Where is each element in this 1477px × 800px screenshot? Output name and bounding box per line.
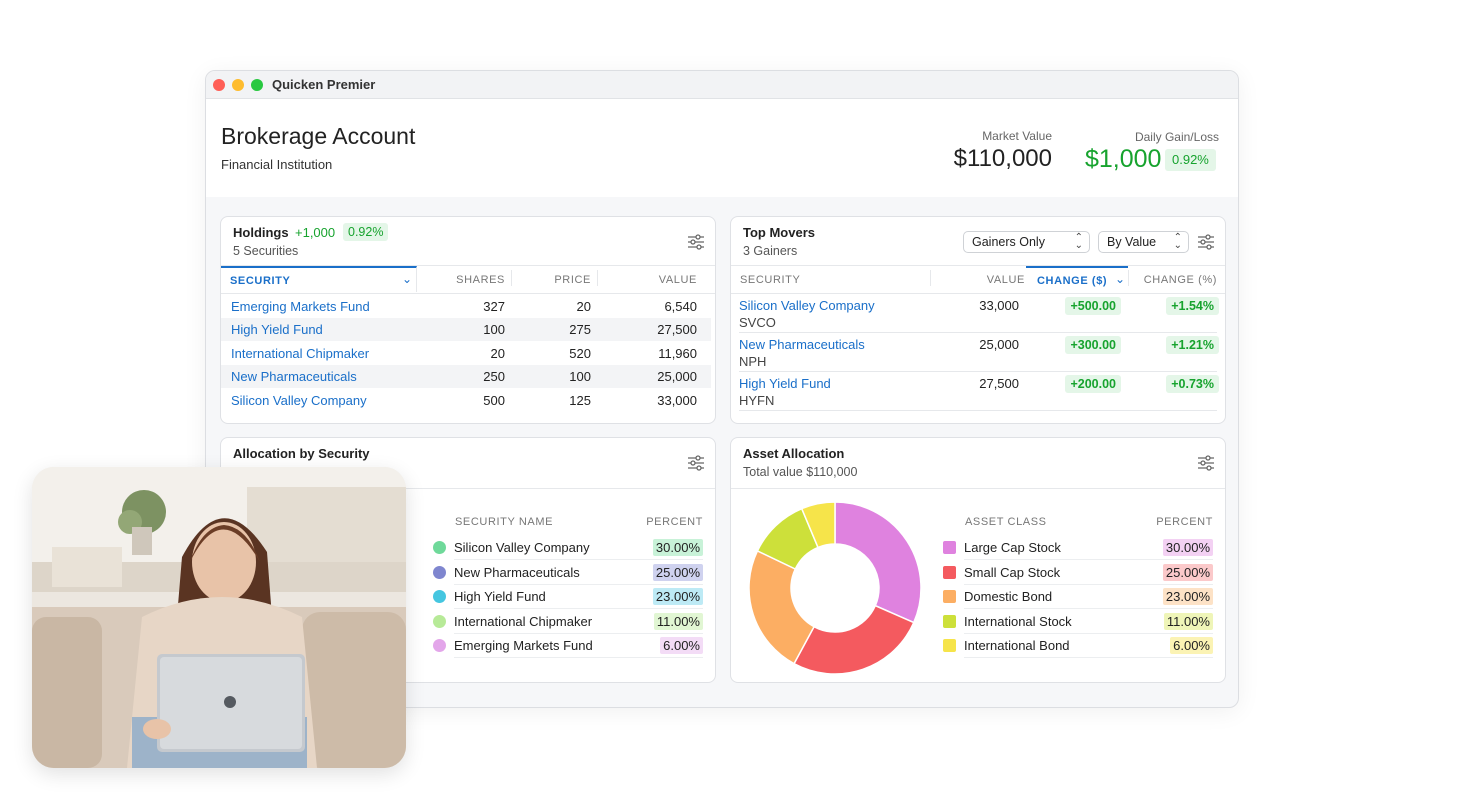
security-column-header[interactable]: SECURITY ⌄ xyxy=(221,266,417,292)
legend-label: New Pharmaceuticals xyxy=(454,564,580,580)
legend-percent: 6.00% xyxy=(660,637,703,654)
legend-percent: 23.00% xyxy=(1162,588,1213,605)
legend-percent: 11.00% xyxy=(653,612,703,630)
percent-column-header: PERCENT xyxy=(1156,516,1213,528)
legend-label: International Chipmaker xyxy=(454,613,593,629)
asset-allocation-title: Asset Allocation xyxy=(743,446,845,461)
chevron-updown-icon: ⌃ ⌄ xyxy=(1173,232,1182,251)
market-value-label: Market Value xyxy=(982,129,1052,143)
legend-label: Large Cap Stock xyxy=(964,540,1061,555)
legend-item: International Chipmaker 11.00% xyxy=(433,610,703,634)
percent-column-header: PERCENT xyxy=(646,516,703,528)
legend-percent: 11.00% xyxy=(1163,612,1213,630)
legend-item: Small Cap Stock 25.00% xyxy=(943,561,1213,585)
allocation-security-title: Allocation by Security xyxy=(233,446,370,461)
app-window: Quicken Premier Brokerage Account Financ… xyxy=(205,70,1239,708)
legend-percent: 25.00% xyxy=(1162,563,1213,581)
legend-swatch xyxy=(943,565,956,579)
donut-slice xyxy=(793,604,915,675)
app-title: Quicken Premier xyxy=(272,77,376,92)
legend-item: Domestic Bond 23.00% xyxy=(943,585,1213,609)
account-institution: Financial Institution xyxy=(221,157,333,172)
asset-allocation-panel: Asset Allocation Total value $110,000 AS… xyxy=(730,437,1226,683)
legend-label: International Stock xyxy=(964,613,1072,629)
change-percent-column-header[interactable]: CHANGE (%) xyxy=(1143,274,1217,286)
legend-label: Domestic Bond xyxy=(964,589,1053,604)
legend-item: International Bond 6.00% xyxy=(943,634,1213,658)
legend-label: High Yield Fund xyxy=(454,589,546,604)
minimize-window-button[interactable] xyxy=(232,79,244,91)
legend-swatch xyxy=(943,614,956,628)
gainers-filter-select[interactable]: Gainers Only ⌃ ⌄ xyxy=(963,231,1090,253)
holdings-gain: +1,000 xyxy=(295,225,336,240)
legend-swatch xyxy=(433,639,446,652)
donut-slice xyxy=(800,501,836,549)
chevron-down-icon: ⌄ xyxy=(1114,272,1125,286)
top-movers-title: Top Movers xyxy=(743,225,815,240)
legend-swatch xyxy=(943,639,956,652)
legend-swatch xyxy=(433,614,446,628)
legend-item: High Yield Fund 23.00% xyxy=(433,585,703,609)
sort-by-select[interactable]: By Value ⌃ ⌄ xyxy=(1098,231,1189,253)
settings-sliders-icon[interactable] xyxy=(687,234,705,250)
daily-gain-value: $1,000 xyxy=(1085,145,1162,173)
holdings-gain-percent-badge: 0.92% xyxy=(343,223,389,241)
close-window-button[interactable] xyxy=(213,79,225,91)
legend-percent: 23.00% xyxy=(652,588,703,605)
legend-item: New Pharmaceuticals 25.00% xyxy=(433,561,703,585)
legend-item: Large Cap Stock 30.00% xyxy=(943,536,1213,560)
shares-column-header[interactable]: SHARES xyxy=(456,274,505,286)
legend-percent: 30.00% xyxy=(652,539,703,556)
security-name-column-header: SECURITY NAME xyxy=(455,516,554,528)
zoom-window-button[interactable] xyxy=(251,79,263,91)
legend-swatch xyxy=(433,590,446,603)
security-column-header[interactable]: SECURITY xyxy=(740,274,801,286)
legend-item: Emerging Markets Fund 6.00% xyxy=(433,634,703,658)
legend-percent: 6.00% xyxy=(1170,637,1213,654)
price-column-header[interactable]: PRICE xyxy=(554,274,591,286)
legend-swatch xyxy=(433,541,446,554)
settings-sliders-icon[interactable] xyxy=(687,455,705,471)
legend-item: Silicon Valley Company 30.00% xyxy=(433,536,703,560)
market-value: $110,000 xyxy=(953,145,1052,172)
holdings-panel: Holdings +1,000 0.92% 5 Securities SECUR… xyxy=(220,216,716,424)
legend-percent: 30.00% xyxy=(1162,539,1213,556)
settings-sliders-icon[interactable] xyxy=(1197,455,1215,471)
settings-sliders-icon[interactable] xyxy=(1197,234,1215,250)
asset-class-column-header: ASSET CLASS xyxy=(965,516,1047,528)
account-header: Brokerage Account Financial Institution … xyxy=(206,99,1238,197)
value-column-header[interactable]: VALUE xyxy=(986,274,1025,286)
title-bar: Quicken Premier xyxy=(206,71,1238,99)
donut-slice xyxy=(834,501,922,624)
legend-label: International Bond xyxy=(964,638,1070,653)
legend-swatch xyxy=(943,590,956,603)
chevron-updown-icon: ⌃ ⌄ xyxy=(1074,232,1083,251)
legend-swatch xyxy=(433,565,446,579)
daily-gain-percent-badge: 0.92% xyxy=(1165,149,1216,171)
holdings-subtitle: 5 Securities xyxy=(233,244,299,258)
account-title: Brokerage Account xyxy=(221,123,416,149)
top-movers-panel: Top Movers 3 Gainers Gainers Only ⌃ ⌄ By … xyxy=(730,216,1226,424)
asset-allocation-donut-chart xyxy=(748,501,922,675)
asset-allocation-subtitle: Total value $110,000 xyxy=(743,465,858,479)
legend-label: Small Cap Stock xyxy=(964,564,1061,580)
legend-item: International Stock 11.00% xyxy=(943,610,1213,634)
change-dollar-column-header[interactable]: CHANGE ($) ⌄ xyxy=(1026,266,1128,292)
holdings-title: Holdings xyxy=(233,225,289,240)
woman-with-laptop-photo xyxy=(32,467,406,768)
legend-label: Emerging Markets Fund xyxy=(454,638,593,653)
value-column-header[interactable]: VALUE xyxy=(658,274,697,286)
legend-label: Silicon Valley Company xyxy=(454,540,590,555)
top-movers-subtitle: 3 Gainers xyxy=(743,244,798,258)
chevron-down-icon: ⌄ xyxy=(401,272,412,286)
legend-percent: 25.00% xyxy=(652,563,703,581)
legend-swatch xyxy=(943,541,956,554)
daily-gain-label: Daily Gain/Loss xyxy=(1134,130,1219,144)
